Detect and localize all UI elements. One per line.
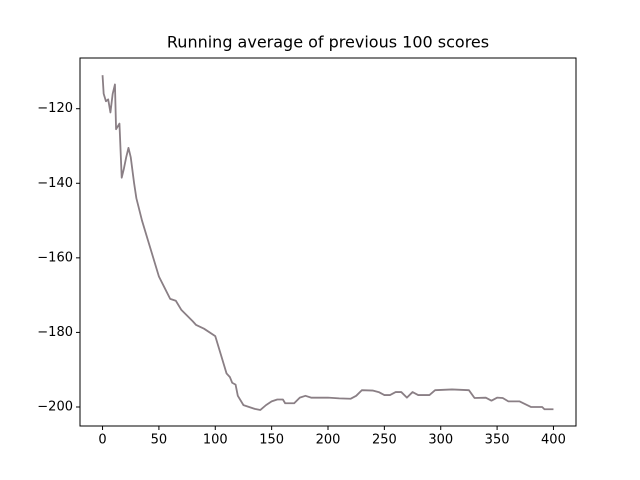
x-tick-label: 0 xyxy=(98,433,106,448)
x-tick-label: 50 xyxy=(151,433,168,448)
y-tick-label: −180 xyxy=(37,325,73,340)
axes-frame xyxy=(79,57,577,427)
x-tick-label: 400 xyxy=(541,433,566,448)
x-tick-label: 200 xyxy=(316,433,341,448)
x-tick-label: 100 xyxy=(203,433,228,448)
data-line xyxy=(101,75,554,411)
y-tick-label: −120 xyxy=(37,101,73,116)
x-tick-label: 350 xyxy=(485,433,510,448)
x-tick-label: 250 xyxy=(372,433,397,448)
y-tick-label: −140 xyxy=(37,176,73,191)
y-tick-label: −200 xyxy=(37,399,73,414)
y-tick-label: −160 xyxy=(37,250,73,265)
x-tick-label: 150 xyxy=(259,433,284,448)
chart-title: Running average of previous 100 scores xyxy=(167,33,489,52)
x-tick-label: 300 xyxy=(428,433,453,448)
